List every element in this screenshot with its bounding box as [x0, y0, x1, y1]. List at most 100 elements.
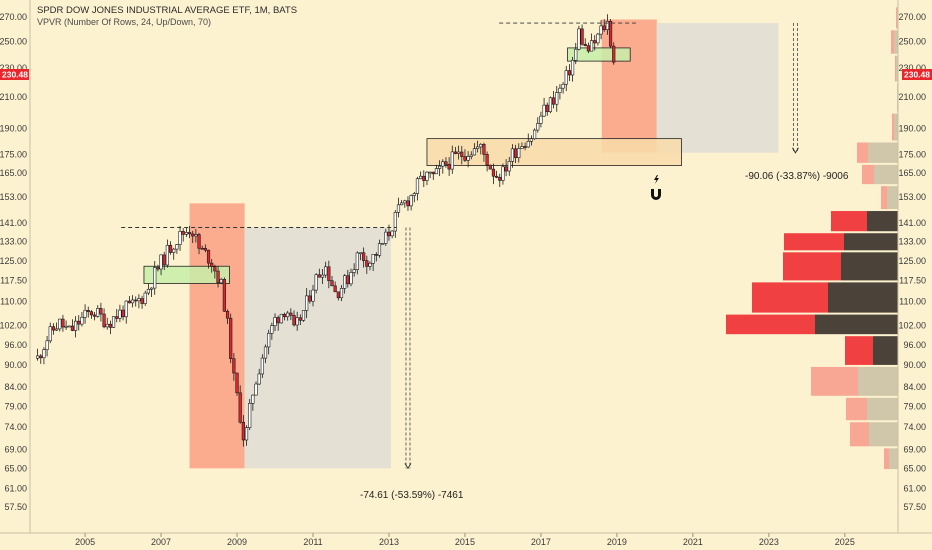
candle-down [210, 262, 214, 267]
candle-up [558, 87, 562, 93]
vpvr-up-bar [867, 397, 898, 421]
candle-down [327, 266, 331, 281]
candle-up [42, 349, 46, 359]
candle-down [89, 311, 94, 316]
y-tick-label-right: 270.00 [898, 12, 926, 22]
y-tick-label-right: 61.00 [903, 483, 926, 493]
candle-up [339, 288, 344, 299]
vpvr-up-bar [887, 186, 898, 210]
candle-up [146, 288, 150, 294]
candle-up [324, 266, 328, 276]
candle-down [232, 358, 236, 374]
magnet-icon[interactable] [651, 175, 661, 200]
vpvr-down-bar [783, 252, 841, 281]
vpvr-up-bar [873, 336, 898, 365]
candle-down [282, 313, 287, 318]
y-tick-label-right: 153.00 [898, 192, 926, 202]
y-tick-label-left: 84.00 [4, 382, 27, 392]
candle-up [314, 274, 318, 291]
y-tick-label-right: 210.00 [898, 92, 926, 102]
candle-down [213, 266, 217, 272]
candle-down [567, 70, 572, 76]
candle-up [526, 140, 530, 148]
candle-up [371, 254, 375, 264]
candle-up [305, 295, 309, 311]
candle-up [536, 123, 540, 131]
current-price-label-right: 230.48 [904, 70, 930, 80]
candle-up [172, 248, 176, 253]
candle-up [178, 231, 182, 245]
candle-up [270, 325, 274, 334]
vpvr-down-bar [884, 448, 889, 470]
measure-label-2018: -90.06 (-33.87%) -9006 [745, 171, 849, 182]
vpvr-up-bar [896, 55, 898, 82]
candle-up [466, 156, 470, 161]
candle-down [115, 316, 119, 319]
candle-down [168, 244, 173, 253]
candle-up [105, 323, 109, 328]
y-tick-label-right: 69.00 [903, 444, 926, 454]
candle-up [118, 309, 122, 319]
candle-down [333, 285, 337, 293]
candle-up [355, 252, 359, 270]
candle-down [216, 270, 220, 284]
indicator-legend[interactable]: VPVR (Number Of Rows, 24, Up/Down, 70) [37, 17, 211, 27]
y-tick-label-left: 61.00 [4, 483, 27, 493]
candle-up [403, 200, 407, 204]
y-tick-label-right: 175.00 [898, 150, 926, 160]
candle-up [564, 70, 568, 85]
candle-up [320, 274, 325, 278]
candle-down [292, 315, 296, 326]
vpvr-down-bar [811, 366, 858, 396]
candle-down [134, 299, 138, 302]
candle-up [393, 212, 397, 232]
candle-up [507, 161, 511, 172]
y-tick-label-right: 57.50 [903, 502, 926, 512]
vpvr-down-bar [784, 233, 844, 251]
vpvr-up-bar [844, 233, 898, 251]
candle-down [203, 248, 207, 251]
vpvr-up-bar [889, 448, 898, 470]
candle-up [589, 40, 594, 52]
candle-down [504, 166, 508, 172]
y-tick-label-left: 270.00 [0, 12, 27, 22]
vpvr-down-bar [850, 422, 869, 447]
candle-up [137, 298, 141, 302]
y-tick-label-left: 250.00 [0, 37, 27, 47]
candle-up [257, 373, 261, 385]
candle-up [48, 326, 52, 342]
y-tick-label-left: 65.00 [4, 463, 27, 473]
measure-label-2009: -74.61 (-53.59%) -7461 [360, 490, 464, 501]
candle-down [187, 232, 192, 235]
candle-down [336, 291, 340, 299]
candle-down [99, 308, 103, 315]
price-axis[interactable]: 57.50 57.50 61.00 61.00 65.00 65.00 69.00 69.00… [0, 12, 926, 512]
candle-up [377, 243, 382, 256]
candle-up [428, 171, 432, 174]
candle-up [381, 243, 385, 245]
x-tick-label: 2013 [379, 537, 399, 547]
time-axis[interactable]: 2005 2007 2009 2011 2013 2015 2017 2019 2021 2023… [75, 533, 855, 547]
y-tick-label-left: 69.00 [4, 444, 27, 454]
candle-up [419, 175, 423, 180]
y-tick-label-left: 165.00 [0, 168, 27, 178]
candle-down [444, 161, 448, 165]
candle-up [286, 312, 290, 318]
candle-down [238, 392, 242, 423]
vpvr-down-bar [831, 211, 867, 232]
vpvr-up-bar [869, 422, 898, 447]
candle-down [70, 325, 75, 331]
candle-up [194, 234, 198, 237]
candle-down [127, 300, 131, 304]
candle-up [472, 148, 477, 156]
candle-down [523, 146, 527, 148]
candle-up [384, 231, 388, 244]
x-tick-label: 2025 [835, 537, 855, 547]
candle-up [441, 161, 445, 167]
candle-up [352, 269, 356, 273]
candle-up [396, 204, 401, 213]
annotation-layer [121, 22, 799, 470]
candle-down [241, 421, 245, 441]
candle-down [583, 43, 587, 46]
